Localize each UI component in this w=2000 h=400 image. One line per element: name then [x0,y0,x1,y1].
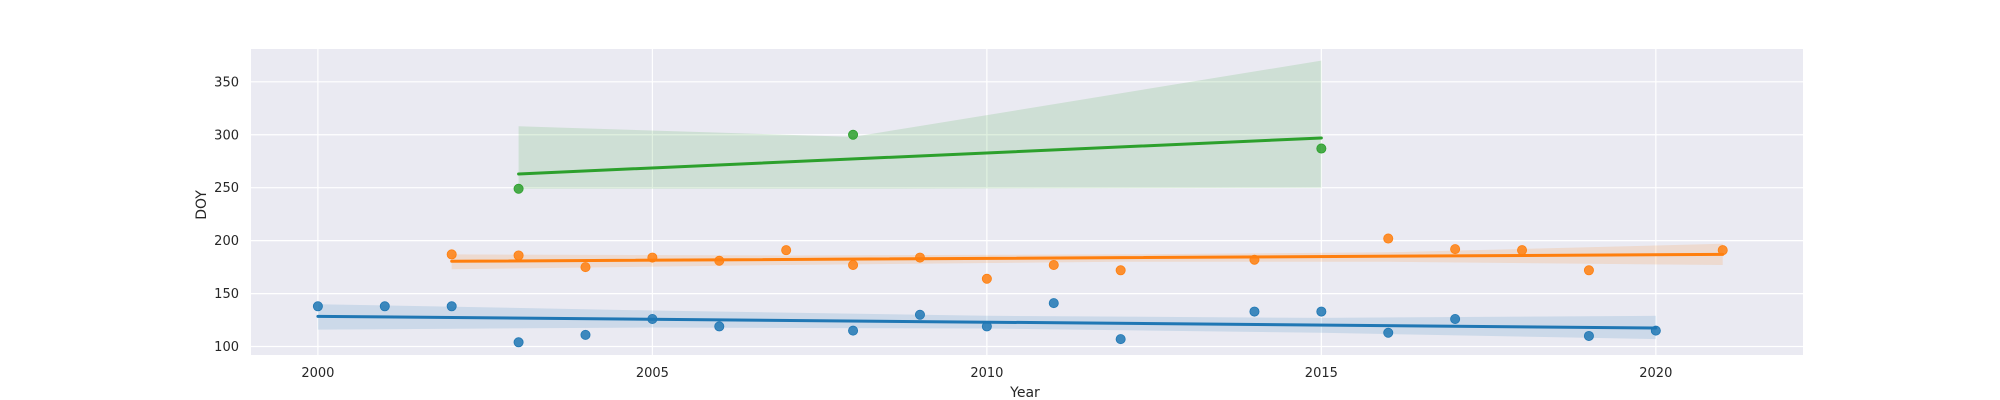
y-axis-ticks: 100 150 200 250 300 350 [214,75,239,355]
y-tick-label: 300 [214,128,239,143]
data-point-series-1 [914,309,925,320]
x-axis-label: Year [1009,385,1040,400]
data-point-series-3 [1316,143,1327,154]
y-tick-label: 100 [214,340,239,355]
y-tick-label: 250 [214,181,239,196]
x-tick-label: 2020 [1639,366,1672,381]
data-point-series-2 [714,255,725,266]
data-point-series-1 [1583,330,1594,341]
y-axis-label: DOY [194,190,210,220]
data-point-series-2 [1583,265,1594,276]
data-point-series-1 [446,301,457,312]
x-tick-label: 2000 [301,366,334,381]
data-point-series-1 [714,321,725,332]
data-point-series-1 [1115,334,1126,345]
data-point-series-2 [781,245,792,256]
data-point-series-2 [1717,245,1728,256]
data-point-series-1 [580,329,591,340]
y-tick-label: 350 [214,75,239,90]
data-point-series-2 [446,249,457,260]
data-point-series-2 [1383,233,1394,244]
trend-line-series-2 [450,252,1725,263]
y-tick-label: 150 [214,287,239,302]
confidence-band-series-3 [518,60,1322,189]
data-point-series-1 [312,301,323,312]
x-tick-label: 2010 [970,366,1003,381]
x-tick-label: 2005 [636,366,669,381]
trend-line-series-3 [517,136,1323,176]
data-point-series-1 [1249,306,1260,317]
data-point-series-3 [513,183,524,194]
data-point-series-1 [513,337,524,348]
data-point-series-2 [513,250,524,261]
y-tick-label: 200 [214,234,239,249]
data-point-series-1 [981,321,992,332]
data-point-series-2 [848,259,859,270]
data-point-series-2 [914,252,925,263]
data-point-series-1 [1383,327,1394,338]
data-point-series-2 [1249,254,1260,265]
data-point-series-2 [647,252,658,263]
data-point-series-2 [580,262,591,273]
data-points [312,129,1728,348]
x-axis-ticks: 2000 2005 2010 2015 2020 [301,366,1672,381]
data-point-series-2 [1450,244,1461,255]
data-point-series-2 [981,273,992,284]
plot-background [251,49,1803,355]
data-point-series-1 [647,313,658,324]
data-point-series-1 [1316,306,1327,317]
x-tick-label: 2015 [1305,366,1338,381]
data-point-series-2 [1517,245,1528,256]
data-point-series-1 [848,325,859,336]
data-point-series-1 [379,301,390,312]
data-point-series-1 [1650,325,1661,336]
data-point-series-2 [1048,259,1059,270]
data-point-series-2 [1115,265,1126,276]
data-point-series-3 [848,129,859,140]
grid-lines [251,49,1803,355]
data-point-series-1 [1450,313,1461,324]
data-point-series-1 [1048,298,1059,309]
